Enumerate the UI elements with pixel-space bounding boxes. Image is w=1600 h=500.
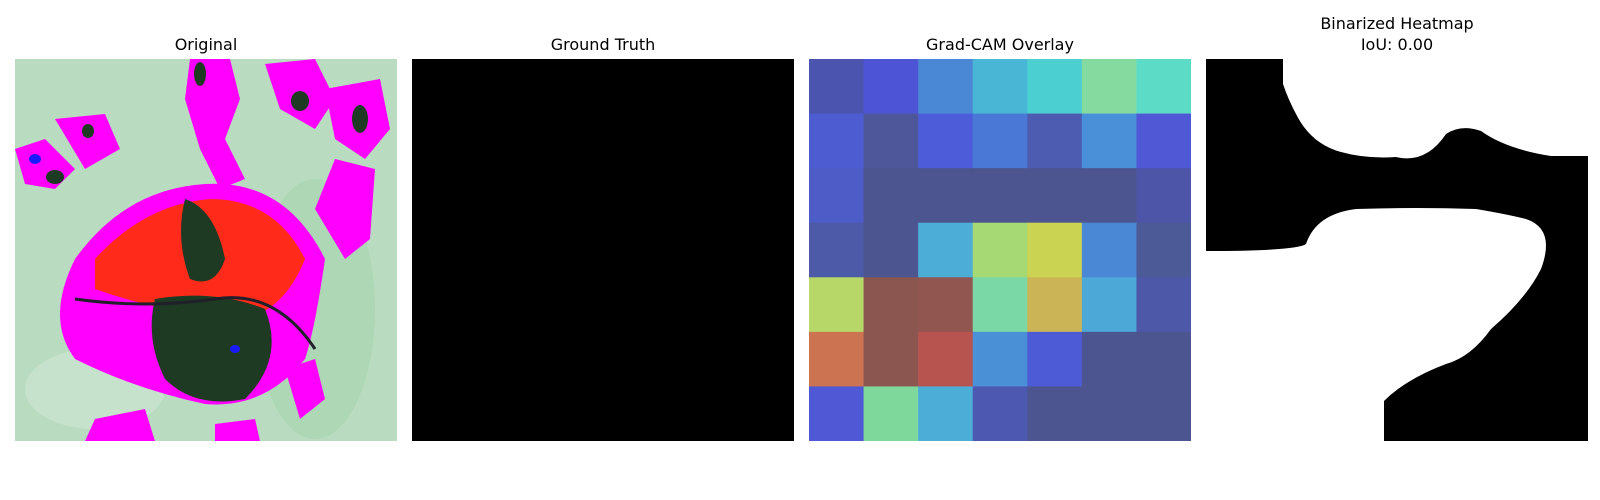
gradcam-cell xyxy=(809,222,865,278)
gradcam-cell xyxy=(1081,222,1137,278)
original-title: Original xyxy=(174,35,238,54)
gradcam-cell xyxy=(1081,331,1137,387)
gradcam-cell xyxy=(918,331,974,387)
ground-truth-mask xyxy=(412,59,794,441)
gradcam-cell xyxy=(1027,168,1083,224)
gradcam-cell xyxy=(863,277,919,333)
gradcam-cell xyxy=(1136,59,1191,115)
binarized-heatmap-mask xyxy=(1206,59,1588,441)
ground-truth-title: Ground Truth xyxy=(550,35,656,54)
gradcam-cell xyxy=(1136,331,1191,387)
binarized-title: Binarized Heatmap xyxy=(1320,14,1474,33)
gradcam-title: Grad-CAM Overlay xyxy=(926,35,1074,54)
gradcam-cell xyxy=(972,277,1028,333)
gradcam-cell xyxy=(1081,168,1137,224)
gradcam-cell xyxy=(1136,386,1191,441)
gradcam-cell xyxy=(972,59,1028,115)
gradcam-cell xyxy=(1027,386,1083,441)
gradcam-cell xyxy=(1027,277,1083,333)
gradcam-cell xyxy=(809,59,865,115)
binarized-panel: Binarized Heatmap IoU: 0.00 xyxy=(1206,0,1588,500)
original-leaf-image xyxy=(15,59,397,441)
gradcam-cell xyxy=(918,168,974,224)
gradcam-cell xyxy=(863,168,919,224)
gradcam-cell xyxy=(972,331,1028,387)
gradcam-cell xyxy=(972,113,1028,169)
gradcam-overlay-image xyxy=(809,59,1191,441)
gradcam-cell xyxy=(1081,113,1137,169)
gradcam-cell xyxy=(809,386,865,441)
gradcam-cell xyxy=(1136,168,1191,224)
gradcam-cell xyxy=(1027,222,1083,278)
gradcam-cell xyxy=(1136,277,1191,333)
gradcam-cell xyxy=(809,168,865,224)
gradcam-cell xyxy=(1136,222,1191,278)
gradcam-cell xyxy=(1027,113,1083,169)
gradcam-cell xyxy=(1027,59,1083,115)
gradcam-cell xyxy=(863,222,919,278)
gradcam-cell xyxy=(918,59,974,115)
gradcam-cell xyxy=(972,386,1028,441)
gradcam-cell xyxy=(863,386,919,441)
gradcam-cell xyxy=(918,113,974,169)
gradcam-cell xyxy=(918,222,974,278)
gradcam-cell xyxy=(1136,113,1191,169)
gradcam-cell xyxy=(972,168,1028,224)
gradcam-cell xyxy=(972,222,1028,278)
gradcam-cell xyxy=(863,113,919,169)
gradcam-cell xyxy=(809,113,865,169)
gradcam-cell xyxy=(809,331,865,387)
gradcam-cell xyxy=(1081,59,1137,115)
gradcam-cell xyxy=(863,59,919,115)
gradcam-cell xyxy=(1081,277,1137,333)
gradcam-cell xyxy=(863,331,919,387)
gradcam-cell xyxy=(809,277,865,333)
gradcam-cell xyxy=(918,277,974,333)
gradcam-panel: Grad-CAM Overlay xyxy=(809,0,1191,500)
gradcam-cell xyxy=(1081,386,1137,441)
ground-truth-panel: Ground Truth xyxy=(412,0,794,500)
iou-label: IoU: 0.00 xyxy=(1360,35,1434,54)
gradcam-cell xyxy=(1027,331,1083,387)
gradcam-cell xyxy=(918,386,974,441)
original-panel: Original xyxy=(15,0,397,500)
